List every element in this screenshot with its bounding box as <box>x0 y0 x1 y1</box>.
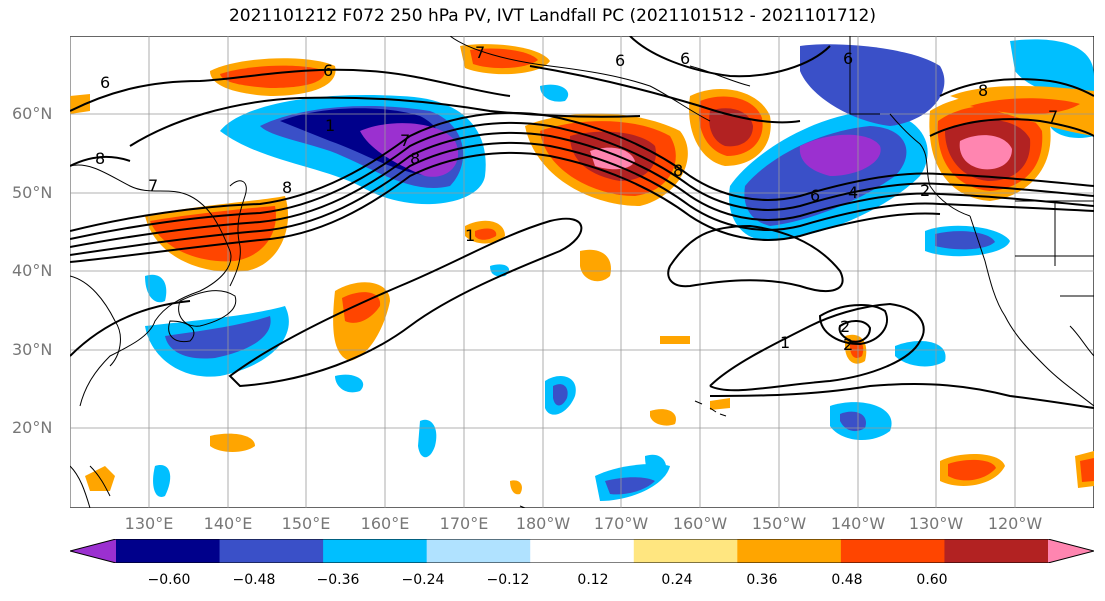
colorbar-segment <box>116 539 221 563</box>
contour-label: 7 <box>148 176 158 195</box>
colorbar-tick: −0.36 <box>316 572 360 588</box>
lon-label: 130°W <box>908 514 964 533</box>
contour-label: 8 <box>410 149 420 168</box>
lat-label: 30°N <box>12 340 53 359</box>
contour-labels: 6 6 8 8 7 8 6 7 8 6 6 4 2 7 1 1 1 2 2 7 … <box>95 43 1058 354</box>
contour-label: 2 <box>840 317 850 336</box>
colorbar-segment <box>1048 539 1094 563</box>
colorbar-tick: −0.12 <box>486 572 530 588</box>
contour-label: 1 <box>780 333 790 352</box>
contour-label: 6 <box>323 61 333 80</box>
colorbar-tick: 0.36 <box>746 572 778 588</box>
colorbar-tick: 0.24 <box>661 572 693 588</box>
pv-map: 6 6 8 8 7 8 6 7 8 6 6 4 2 7 1 1 1 2 2 7 … <box>70 36 1094 508</box>
colorbar-tick: 0.48 <box>831 572 863 588</box>
colorbar-tick: 0.12 <box>577 572 609 588</box>
colorbar-segment <box>530 539 635 563</box>
contour-label: 6 <box>100 73 110 92</box>
colorbar-tick: −0.24 <box>401 572 445 588</box>
pv-anomaly-fills <box>70 39 1094 501</box>
lon-label: 160°E <box>360 514 410 533</box>
lon-label: 140°E <box>203 514 253 533</box>
contour-label: 8 <box>978 81 988 100</box>
colorbar-tick: −0.60 <box>147 572 191 588</box>
contour-label: 2 <box>843 335 853 354</box>
lon-label: 150°E <box>281 514 331 533</box>
contour-label: 7 <box>1048 107 1058 126</box>
pv-contours <box>70 36 1094 409</box>
contour-label: 6 <box>615 51 625 70</box>
lon-label: 160°W <box>672 514 728 533</box>
lon-label: 170°W <box>593 514 649 533</box>
map-gridlines <box>70 36 1094 508</box>
lon-label: 180°W <box>515 514 571 533</box>
neg-anomaly-nw-corner <box>800 44 945 126</box>
contour-label: 6 <box>680 49 690 68</box>
lat-label: 50°N <box>12 183 53 202</box>
contour-label: 7 <box>475 43 485 62</box>
contour-label: 4 <box>848 183 858 202</box>
contour-label: 7 <box>400 131 410 150</box>
colorbar-segment <box>426 539 531 563</box>
lon-label: 140°W <box>830 514 886 533</box>
contour-label: 6 <box>810 186 820 205</box>
contour-label: 6 <box>843 49 853 68</box>
colorbar-segment <box>70 539 116 563</box>
lat-label: 40°N <box>12 261 53 280</box>
contour-label: 8 <box>673 161 683 180</box>
lon-label: 130°E <box>124 514 174 533</box>
colorbar <box>70 539 1094 563</box>
colorbar-segment <box>840 539 945 563</box>
contour-label: 1 <box>325 116 335 135</box>
contour-label: 1 <box>465 226 475 245</box>
colorbar-segment <box>944 539 1049 563</box>
map-title: 2021101212 F072 250 hPa PV, IVT Landfall… <box>228 6 876 26</box>
contour-label: 2 <box>920 181 930 200</box>
colorbar-segment <box>737 539 842 563</box>
lat-label: 60°N <box>12 104 53 123</box>
lon-label: 170°E <box>439 514 489 533</box>
coastlines <box>70 36 1094 508</box>
colorbar-segment <box>633 539 738 563</box>
lat-label: 20°N <box>12 418 53 437</box>
contour-label: 8 <box>282 178 292 197</box>
lon-label: 150°W <box>751 514 807 533</box>
lon-label: 120°W <box>987 514 1043 533</box>
contour-label: 8 <box>95 149 105 168</box>
colorbar-segment <box>323 539 428 563</box>
colorbar-segment <box>219 539 324 563</box>
colorbar-tick: −0.48 <box>232 572 276 588</box>
colorbar-tick: 0.60 <box>916 572 948 588</box>
